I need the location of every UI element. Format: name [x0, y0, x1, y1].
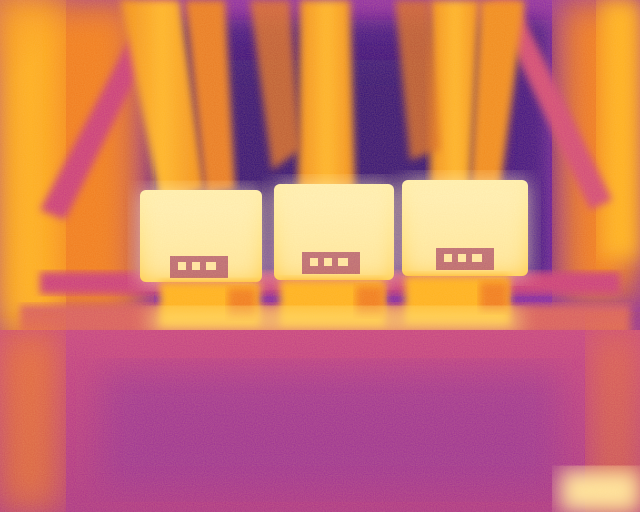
thermal-photo	[0, 0, 640, 512]
sensor-noise	[0, 0, 640, 512]
